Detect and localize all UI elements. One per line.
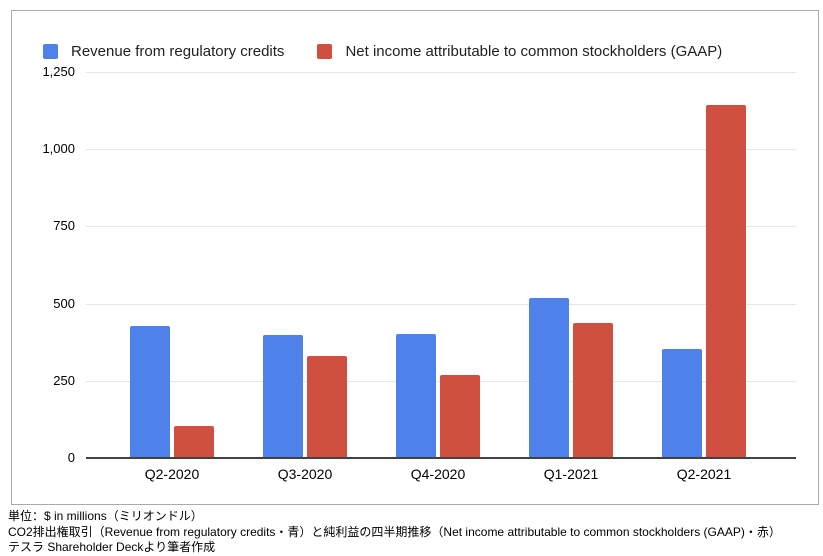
y-axis-tick-label: 1,000	[42, 141, 75, 157]
x-axis-tick-label-q2-2021: Q2-2021	[676, 466, 732, 482]
y-axis-tick-label: 1,250	[42, 64, 75, 79]
x-axis-line	[86, 457, 796, 459]
revenue-regulatory-credits-bar-q4-2020	[396, 334, 436, 458]
gridline-y-1000	[86, 149, 796, 151]
net-income-gaap-bar-q2-2021	[706, 105, 746, 458]
net-income-gaap-bar-q2-2020	[174, 426, 214, 458]
net-income-gaap-bar-q1-2021	[573, 323, 613, 458]
x-axis-tick-label-q4-2020: Q4-2020	[410, 466, 466, 482]
y-axis-tick-label: 250	[53, 372, 75, 388]
revenue-regulatory-credits-bar-q2-2021	[662, 349, 702, 458]
footnote-source: テスラ Shareholder Deckより筆者作成	[8, 540, 216, 554]
footnote-units: 単位：$ in millions（ミリオンドル）	[8, 509, 203, 523]
x-axis-tick-label-q2-2020: Q2-2020	[144, 466, 200, 482]
legend-swatch-red	[317, 44, 333, 59]
revenue-regulatory-credits-bar-q1-2021	[529, 298, 569, 458]
y-axis-tick-label: 500	[53, 295, 75, 311]
gridline-y-750	[86, 226, 796, 228]
revenue-regulatory-credits-bar-q2-2020	[130, 326, 170, 458]
gridline-y-500	[86, 303, 796, 305]
net-income-gaap-bar-q4-2020	[440, 375, 480, 458]
chart-footnotes: 単位：$ in millions（ミリオンドル） CO2排出権取引（Revenu…	[8, 509, 820, 556]
x-axis-tick-label-q3-2020: Q3-2020	[277, 466, 333, 482]
y-axis-tick-label: 750	[53, 218, 75, 234]
legend-swatch-blue	[43, 44, 58, 59]
net-income-gaap-bar-q3-2020	[307, 356, 347, 458]
x-axis-tick-label-q1-2021: Q1-2021	[543, 466, 599, 482]
legend-label: Revenue from regulatory credits	[71, 43, 285, 60]
legend-item-net-income: Net income attributable to common stockh…	[317, 43, 722, 60]
y-axis-tick-label: 0	[67, 450, 75, 465]
revenue-regulatory-credits-bar-q3-2020	[263, 335, 303, 458]
gridline-y-1250	[86, 72, 796, 73]
legend-label: Net income attributable to common stockh…	[345, 43, 723, 60]
legend-item-revenue-credits: Revenue from regulatory credits	[43, 43, 284, 60]
chart-legend: Revenue from regulatory credits Net inco…	[43, 43, 722, 60]
plot-area: Q2-2020 Q3-2020 Q4-2020 Q1-2021 Q2-2021	[86, 72, 796, 482]
chart-card: Revenue from regulatory credits Net inco…	[11, 10, 819, 505]
footnote-description: CO2排出権取引（Revenue from regulatory credits…	[8, 524, 781, 539]
